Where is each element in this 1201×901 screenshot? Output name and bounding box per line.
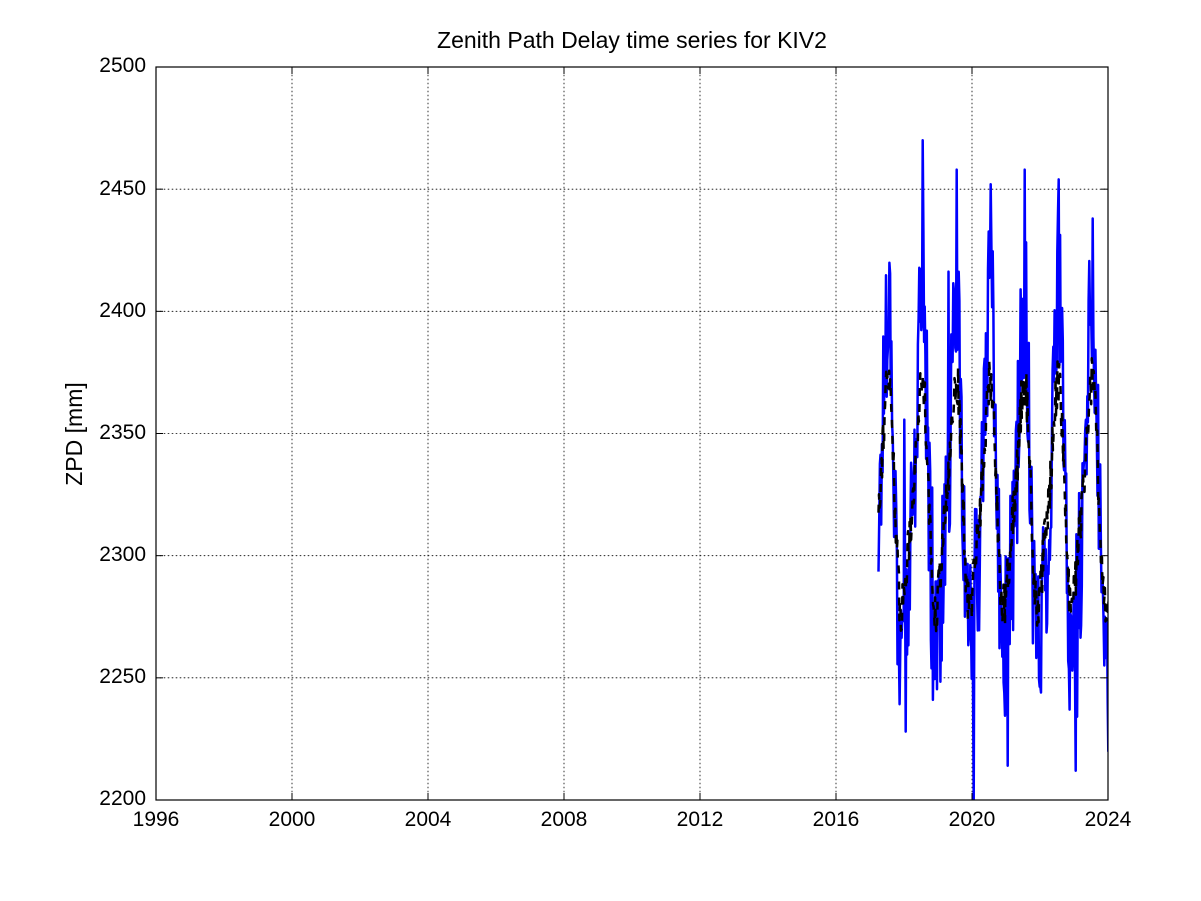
chart-title: Zenith Path Delay time series for KIV2 [156,27,1108,54]
y-tick-label: 2450 [99,177,146,201]
y-tick-label: 2200 [99,787,146,811]
y-tick-label: 2300 [99,543,146,567]
y-tick-label: 2400 [99,299,146,323]
y-axis-label: ZPD [mm] [61,314,88,554]
x-tick-label: 1996 [126,808,186,832]
x-tick-label: 2024 [1078,808,1138,832]
x-tick-label: 2016 [806,808,866,832]
y-tick-label: 2500 [99,54,146,78]
y-tick-label: 2250 [99,665,146,689]
x-tick-label: 2000 [262,808,322,832]
x-tick-label: 2004 [398,808,458,832]
x-tick-label: 2008 [534,808,594,832]
x-tick-label: 2012 [670,808,730,832]
chart-container: Zenith Path Delay time series for KIV2 Z… [0,0,1201,901]
x-tick-label: 2020 [942,808,1002,832]
chart-svg [0,0,1201,901]
y-tick-label: 2350 [99,421,146,445]
